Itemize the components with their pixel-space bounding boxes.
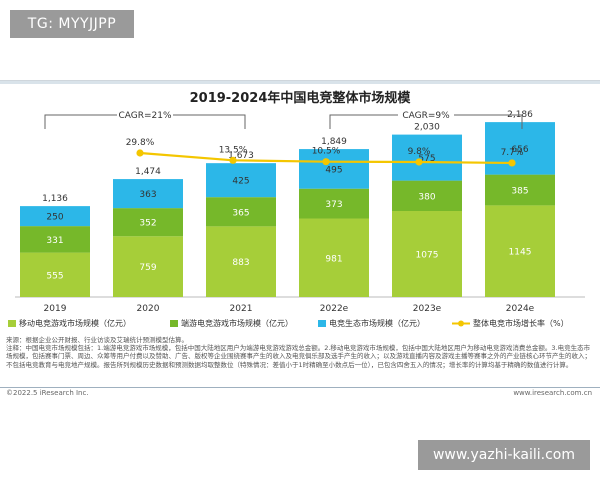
bar-value-label: 365 [232,208,249,218]
cagr-bracket [44,114,246,129]
x-tick-label: 2024e [506,304,535,314]
bar-segment [299,188,369,219]
cagr-bracket [329,114,523,129]
chart-card: 2019-2024年中国电竞整体市场规模 555 331 250 1,136 2019 7… [0,80,600,399]
growth-rate-label: 9.8% [408,147,431,157]
bar-segment [206,226,276,297]
growth-rate-point [322,158,330,166]
growth-rate-point [415,158,423,166]
growth-rate-label: 10.5% [312,147,341,157]
bar-segment [299,218,369,297]
bar-value-label: 883 [232,258,249,268]
growth-rate-point [508,159,516,167]
bar-value-label: 1145 [509,248,532,258]
chart-title: 2019-2024年中国电竞整体市场规模 [189,91,411,106]
bar-segment [392,180,462,211]
bar-total-label: 1,474 [135,167,161,177]
x-tick-label: 2021 [230,304,253,314]
bar-value-label: 555 [46,271,63,281]
legend-swatch [318,320,326,327]
top-divider [0,81,600,84]
bar-value-label: 250 [46,213,63,223]
bar-value-label: 1075 [416,251,439,261]
legend-swatch [170,320,178,327]
bar-total-label: 2,030 [414,123,440,133]
bar-value-label: 425 [232,177,249,187]
watermark-bottom-link[interactable]: www.yazhi-kaili.com [418,440,590,470]
bar-segment [392,211,462,297]
growth-rate-label: 29.8% [126,138,155,148]
growth-rate-point [136,149,144,157]
bar-total-label: 1,136 [42,194,68,204]
x-tick-label: 2022e [320,304,349,314]
x-tick-label: 2019 [44,304,67,314]
definition-note: 注释：中国电竞市场规模包括：1.端游电竞游戏市场规模，包括中国大陆地区用户为端游… [6,344,591,369]
bar-value-label: 373 [325,200,342,210]
chart-svg: 555 331 250 1,136 2019 759 352 363 1,474 2020 883 3… [8,110,585,328]
bar-value-label: 380 [418,192,435,202]
legend-label: 整体电竞市场增长率（%） [473,318,569,328]
legend-label: 电竞生态市场规模（亿元） [329,318,425,328]
bar-segment [113,179,183,209]
bar-segment [206,163,276,198]
growth-rate-label: 7.7% [501,148,524,158]
bar-segment [20,226,90,253]
bar-value-label: 495 [325,165,342,175]
source-note: 来源：根据企业公开财报、行业访谈及艾瑞统计预测模型估算。 [6,336,188,344]
legend-label: 端游电竞游戏市场规模（亿元） [181,318,293,328]
bar-value-label: 331 [46,236,63,246]
footnote-block: 来源：根据企业公开财报、行业访谈及艾瑞统计预测模型估算。 注释：中国电竞市场规模… [6,336,596,369]
watermark-top-label: TG: MYYJJPP [10,10,134,38]
bar-segment [485,122,555,175]
bar-value-label: 575 [418,154,435,164]
growth-rate-label: 13.5% [219,145,248,155]
legend-line-marker [458,320,464,327]
legend-label: 移动电竞游戏市场规模（亿元） [19,318,131,328]
bar-segment [20,206,90,227]
x-tick-label: 2020 [137,304,160,314]
bar-segment [485,205,555,297]
footer-divider [0,387,600,388]
bar-segment [113,208,183,237]
bar-value-label: 981 [325,254,342,264]
bar-segment [392,134,462,181]
site-url: www.iresearch.com.cn [513,389,592,397]
growth-rate-point [229,156,237,164]
bar-total-label: 1,849 [321,137,347,147]
copyright: ©2022.5 iResearch Inc. [6,389,89,397]
bar-value-label: 656 [511,145,528,155]
bar-segment [206,197,276,227]
cagr-label: CAGR=21% [118,111,172,121]
bar-value-label: 385 [511,187,528,197]
bar-value-label: 363 [139,190,156,200]
bar-value-label: 759 [139,263,156,273]
x-tick-label: 2023e [413,304,442,314]
cagr-label: CAGR=9% [402,111,450,121]
bar-value-label: 352 [139,219,156,229]
bar-total-label: 1,673 [228,151,254,161]
bar-segment [299,149,369,189]
bar-segment [113,236,183,297]
legend-swatch [8,320,16,327]
bar-segment [20,252,90,297]
bar-segment [485,174,555,206]
